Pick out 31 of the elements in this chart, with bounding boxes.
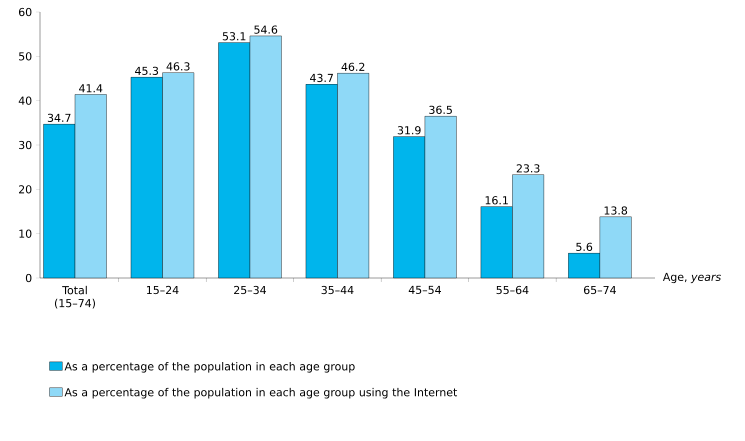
data-label: 31.9 bbox=[398, 126, 421, 134]
data-label: 46.2 bbox=[342, 62, 364, 71]
data-label: 16.1 bbox=[486, 196, 508, 204]
y-tick-label: 10 bbox=[19, 230, 32, 238]
x-tick-label: Total (15–74) bbox=[54, 286, 95, 309]
y-tick-label: 60 bbox=[18, 8, 32, 16]
y-tick-label: 40 bbox=[18, 96, 32, 105]
data-label: 46.3 bbox=[166, 62, 190, 71]
x-tick-label: 35–44 bbox=[322, 286, 354, 294]
data-label: 41.4 bbox=[79, 84, 102, 92]
x-tick-label: 25–34 bbox=[234, 286, 266, 294]
data-label: 43.7 bbox=[310, 74, 333, 82]
data-label: 36.5 bbox=[429, 106, 452, 114]
data-label: 23.3 bbox=[516, 164, 540, 173]
x-tick-label: 15–24 bbox=[146, 286, 179, 294]
x-tick-label: 55–64 bbox=[496, 286, 528, 294]
y-tick-label: 30 bbox=[19, 140, 32, 150]
data-label: 53.1 bbox=[222, 32, 246, 40]
legend-label: As a percentage of the population in each age group bbox=[64, 362, 355, 373]
data-label: 54.6 bbox=[254, 25, 278, 34]
legend-label: As a percentage of the population in each age group using the Internet bbox=[64, 388, 458, 399]
x-tick-label: 65–74 bbox=[584, 286, 616, 294]
y-tick-label: 50 bbox=[19, 52, 32, 60]
data-label: 34.7 bbox=[48, 114, 70, 122]
data-label: 13.8 bbox=[604, 206, 628, 215]
y-tick-label: 20 bbox=[19, 185, 32, 194]
data-label: 5.6 bbox=[576, 242, 592, 251]
x-tick-label: 45–54 bbox=[408, 286, 441, 294]
data-label: 45.3 bbox=[135, 66, 158, 75]
x-axis-title: Age, years bbox=[662, 272, 721, 284]
y-tick-label: 0 bbox=[26, 274, 32, 282]
